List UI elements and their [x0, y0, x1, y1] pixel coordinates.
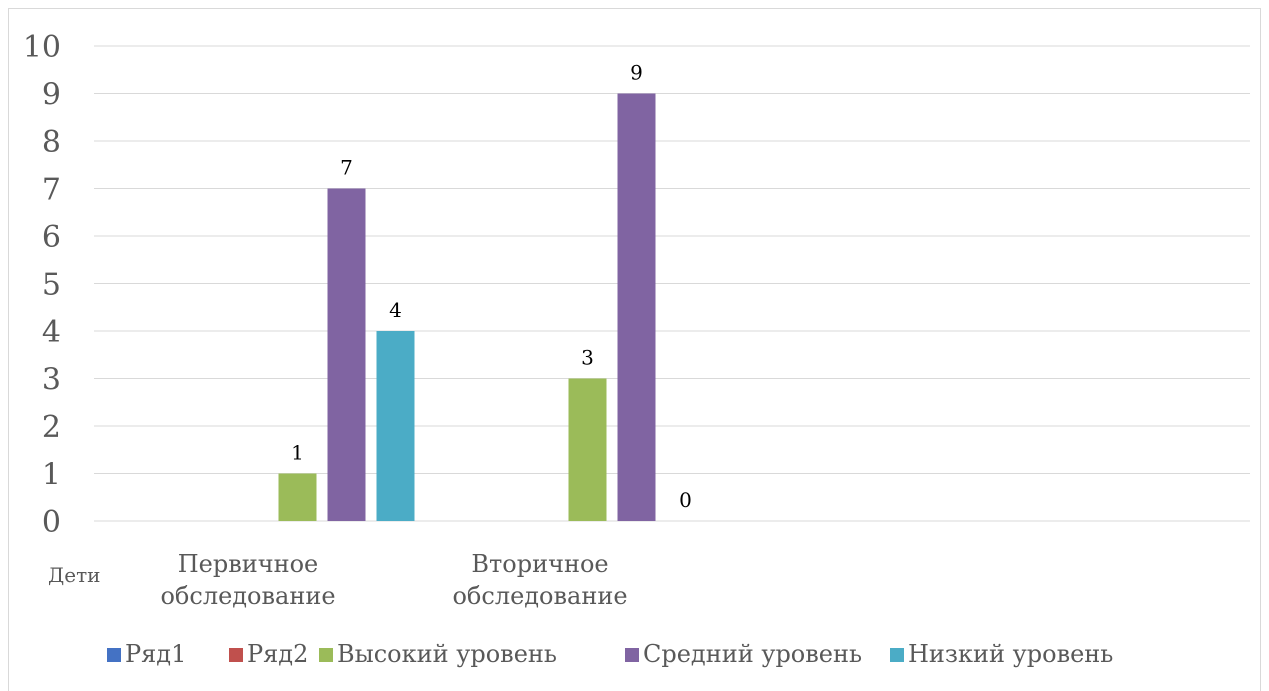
- bar: [617, 93, 656, 521]
- y-tick-label: 5: [42, 268, 61, 303]
- bar: [568, 378, 607, 521]
- y-tick-label: 4: [42, 315, 61, 350]
- x-axis-labels: Первичное обследование Вторичное обследован…: [48, 550, 628, 610]
- legend-swatch: [319, 648, 333, 662]
- y-axis-tick-labels: 0 1 2 3 4 5 6 7 8 9 10: [23, 30, 61, 540]
- legend-label: Низкий уровень: [908, 640, 1113, 668]
- data-labels: 1 7 4 3 9 0: [291, 61, 692, 513]
- data-label: 4: [389, 298, 402, 322]
- bar: [278, 473, 317, 521]
- data-label: 9: [630, 61, 643, 85]
- x-category-label: Вторичное: [471, 550, 608, 578]
- legend-label: Ряд2: [247, 640, 308, 668]
- bar: [376, 331, 415, 521]
- bars: [278, 93, 656, 521]
- x-category-label: Первичное: [178, 550, 319, 578]
- data-label: 1: [291, 441, 304, 465]
- legend-label: Ряд1: [125, 640, 186, 668]
- data-label: 3: [581, 346, 594, 370]
- y-tick-label: 6: [42, 220, 61, 255]
- legend-label: Высокий уровень: [337, 640, 557, 668]
- y-tick-label: 8: [42, 125, 61, 160]
- data-label: 0: [679, 488, 692, 512]
- y-tick-label: 1: [42, 458, 61, 493]
- legend-label: Средний уровень: [643, 640, 862, 668]
- legend: Ряд1 Ряд2 Высокий уровень Средний уровень Ни…: [107, 640, 1113, 668]
- legend-swatch: [625, 648, 639, 662]
- y-tick-label: 0: [42, 505, 61, 540]
- legend-swatch: [890, 648, 904, 662]
- y-tick-label: 9: [42, 78, 61, 113]
- y-tick-label: 3: [42, 363, 61, 398]
- y-tick-label: 2: [42, 410, 61, 445]
- legend-swatch: [229, 648, 243, 662]
- x-category-label: обследование: [160, 582, 335, 610]
- y-tick-label: 7: [42, 173, 61, 208]
- data-label: 7: [340, 156, 353, 180]
- x-category-label: обследование: [452, 582, 627, 610]
- gridlines: [94, 45, 1250, 522]
- y-tick-label: 10: [23, 30, 61, 65]
- bar: [327, 188, 366, 521]
- legend-swatch: [107, 648, 121, 662]
- x-extra-label: Дети: [48, 563, 101, 587]
